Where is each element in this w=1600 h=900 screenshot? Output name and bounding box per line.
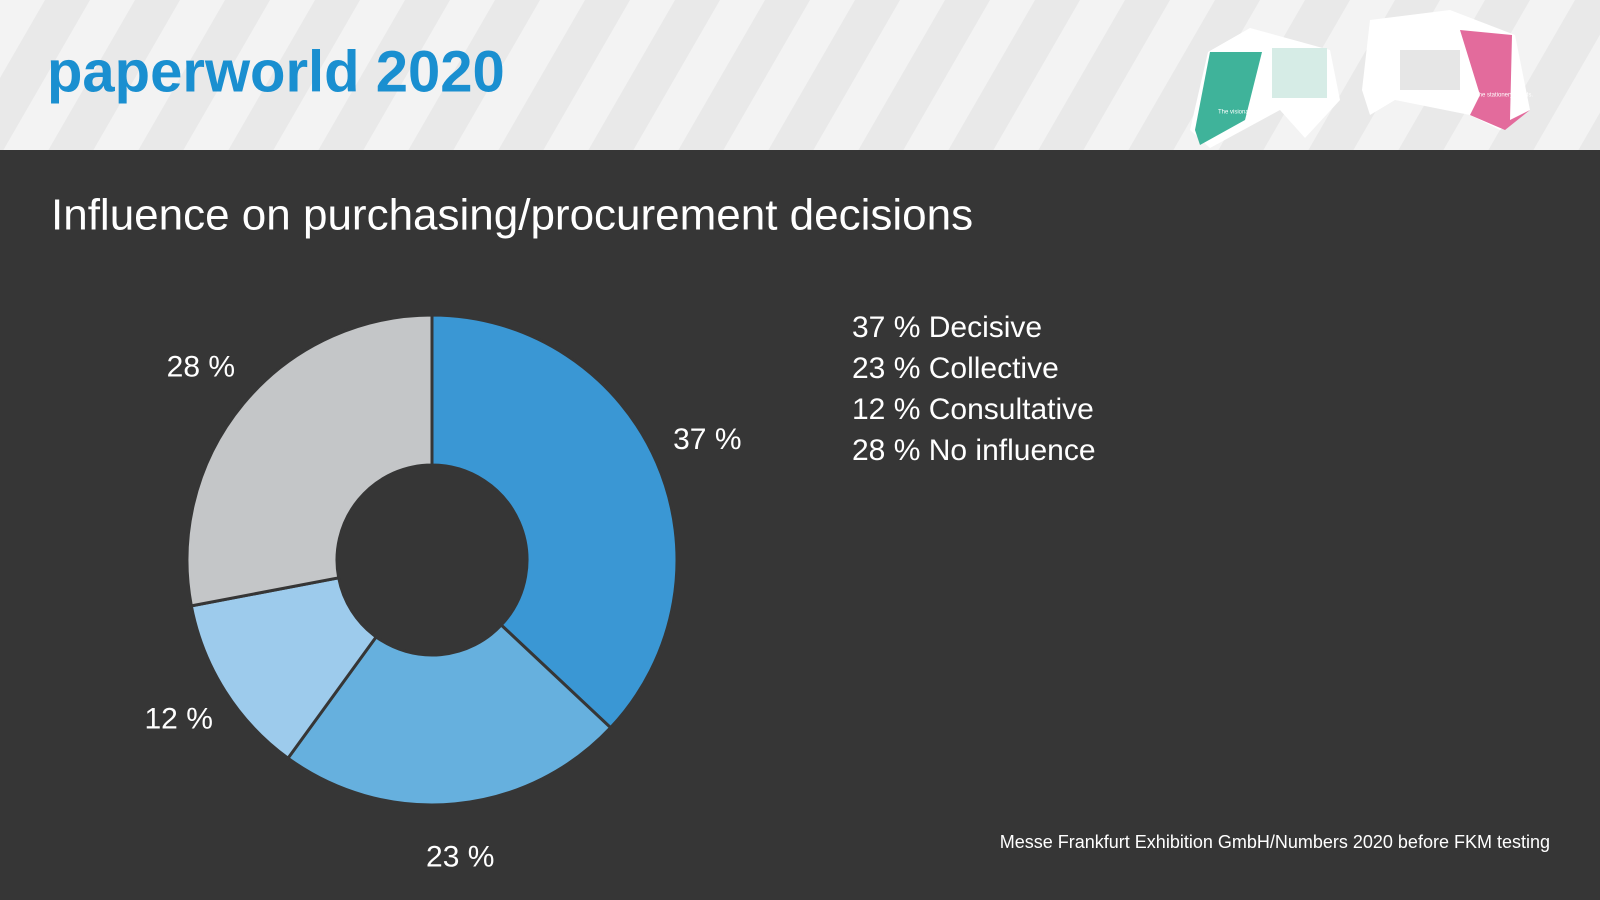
donut-slice [285, 622, 613, 807]
badge-text: The visionary office. [1218, 110, 1272, 116]
data-label: 12 % [145, 703, 213, 736]
legend-entry: 23 % Collective [852, 352, 1059, 385]
legend-label: Decisive [929, 311, 1042, 344]
legend-entry: 37 % Decisive [852, 311, 1042, 344]
legend-value: 37 % [852, 311, 920, 344]
legend-label: Consultative [929, 393, 1094, 426]
donut-slice [185, 313, 434, 608]
legend-value: 12 % [852, 393, 920, 426]
data-label: 28 % [167, 351, 235, 384]
data-label: 37 % [673, 423, 741, 456]
header-illustration: The visionary office. The stationery tre… [1190, 10, 1533, 148]
donut-slice [430, 313, 679, 730]
chart-title: Influence on purchasing/procurement deci… [51, 191, 973, 240]
legend-value: 28 % [852, 434, 920, 467]
badge-text: The stationery trends. [1475, 93, 1533, 99]
legend-value: 23 % [852, 352, 920, 385]
donut-slice [189, 576, 379, 761]
legend-label: Collective [929, 352, 1059, 385]
legend-label: No influence [929, 434, 1096, 467]
legend-entry: 12 % Consultative [852, 393, 1094, 426]
source-note: Messe Frankfurt Exhibition GmbH/Numbers … [1000, 832, 1550, 852]
brand-title: paperworld 2020 [47, 39, 505, 104]
data-label: 23 % [426, 841, 494, 874]
legend-entry: 28 % No influence [852, 434, 1096, 467]
